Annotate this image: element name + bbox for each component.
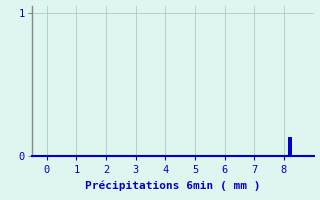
X-axis label: Précipitations 6min ( mm ): Précipitations 6min ( mm ) [85,181,260,191]
Bar [288,137,292,156]
